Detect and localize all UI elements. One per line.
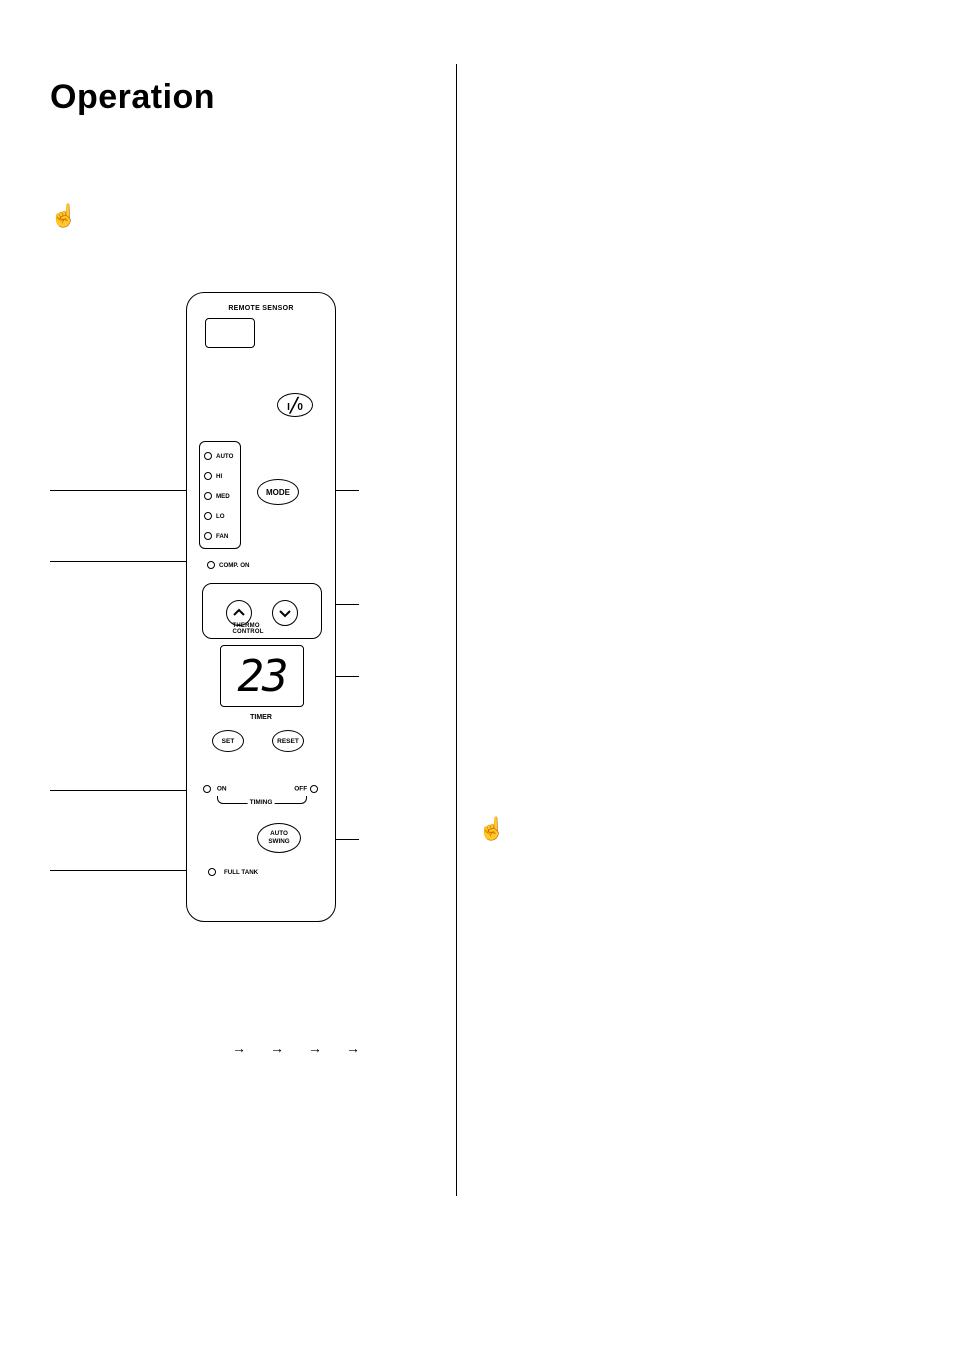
- arrow-sequence: → → → →: [232, 1040, 360, 1056]
- timer-label: TIMER: [250, 714, 272, 721]
- led-lo: LO: [203, 506, 237, 526]
- auto-swing-button[interactable]: AUTO SWING: [257, 823, 301, 853]
- note-icon: ☝: [50, 205, 77, 227]
- reset-button[interactable]: RESET: [272, 730, 304, 752]
- lead-line: [50, 870, 206, 871]
- lead-line: [50, 790, 205, 791]
- led-fan: FAN: [203, 526, 237, 546]
- remote-sensor-label: REMOTE SENSOR: [228, 305, 293, 312]
- lead-line: [50, 561, 208, 562]
- lead-line: [50, 490, 198, 491]
- comp-on-indicator: COMP. ON: [207, 561, 249, 569]
- chevron-down-icon: [279, 607, 291, 619]
- column-divider: [456, 64, 457, 1196]
- arrow-right-icon: →: [346, 1040, 360, 1056]
- mode-led-panel: AUTO HI MED LO FAN: [199, 441, 241, 549]
- thermo-control-label: THERMO CONTROL: [233, 623, 292, 635]
- page-title: Operation: [50, 78, 215, 117]
- chevron-up-icon: [233, 607, 245, 619]
- note-icon: ☝: [478, 818, 505, 840]
- temperature-display: 23: [220, 645, 304, 707]
- led-icon: [203, 785, 211, 793]
- mode-button[interactable]: MODE: [257, 479, 299, 505]
- led-icon: [207, 561, 215, 569]
- sensor-window: [205, 318, 255, 348]
- arrow-right-icon: →: [308, 1040, 322, 1056]
- set-button[interactable]: SET: [212, 730, 244, 752]
- power-icon: I╱0: [287, 397, 303, 414]
- timing-row: ON OFF: [202, 785, 322, 793]
- power-button[interactable]: I╱0: [277, 393, 313, 417]
- thermo-control-panel: THERMO CONTROL: [202, 583, 322, 639]
- led-med: MED: [203, 486, 237, 506]
- led-hi: HI: [203, 466, 237, 486]
- timer-button-row: SET RESET: [212, 730, 304, 752]
- arrow-right-icon: →: [232, 1040, 246, 1056]
- arrow-right-icon: →: [270, 1040, 284, 1056]
- timing-label: TIMING: [248, 799, 275, 806]
- led-auto: AUTO: [203, 446, 237, 466]
- remote-diagram: REMOTE SENSOR I╱0 AUTO HI MED LO FAN MOD…: [186, 292, 336, 922]
- led-icon: [208, 868, 216, 876]
- led-icon: [310, 785, 318, 793]
- full-tank-indicator: FULL TANK: [207, 868, 258, 876]
